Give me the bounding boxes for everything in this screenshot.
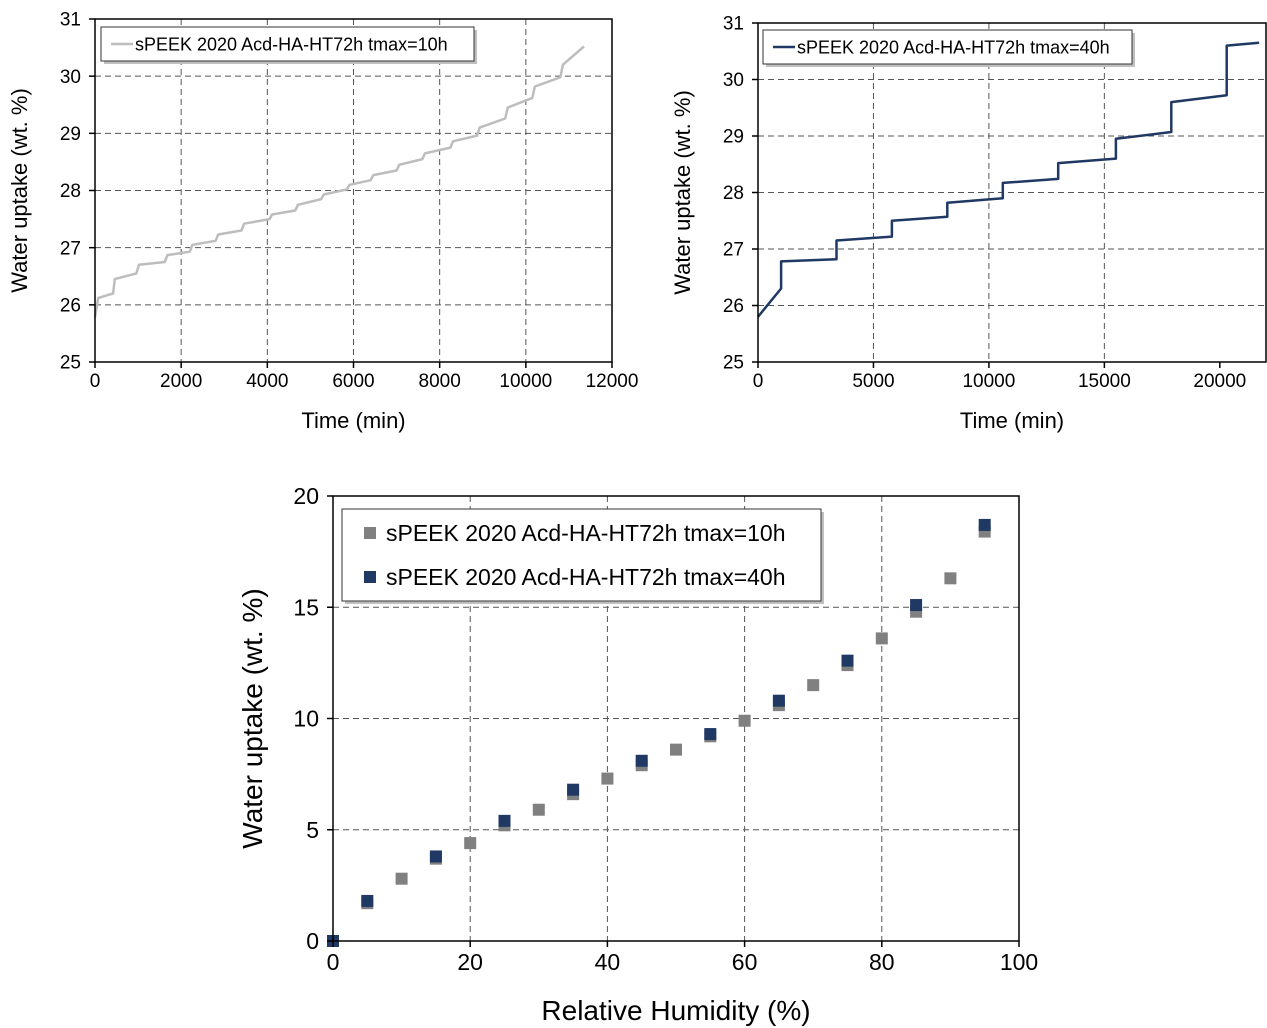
y-tick-label: 29 [60, 124, 81, 145]
x-axis-label: Time (min) [301, 408, 405, 433]
chart-3: 0 20 40 60 80 100 0 5 10 15 20 Relative Humidity (%… [237, 483, 1038, 1026]
y-tick-label: 28 [723, 183, 744, 204]
y-tick-label: 20 [293, 483, 319, 509]
legend-square-symbol [364, 527, 376, 539]
y-tick-label: 28 [60, 181, 81, 202]
data-point [875, 632, 888, 645]
data-point [635, 754, 648, 767]
x-tick-label: 6000 [332, 371, 374, 392]
x-tick-label: 100 [1000, 949, 1038, 975]
y-tick-label: 30 [60, 67, 81, 88]
data-point [464, 837, 477, 850]
x-axis-label: Relative Humidity (%) [541, 995, 810, 1026]
y-tick-label: 26 [723, 296, 744, 317]
x-tick-label: 12000 [586, 371, 639, 392]
series-line-1 [93, 45, 585, 318]
legend: sPEEK 2020 Acd-HA-HT72h tmax=10h sPEEK 20… [341, 508, 824, 604]
legend-label: sPEEK 2020 Acd-HA-HT72h tmax=40h [797, 37, 1110, 57]
legend: sPEEK 2020 Acd-HA-HT72h tmax=10h [100, 26, 477, 64]
x-tick-label: 2000 [160, 371, 202, 392]
x-tick-label: 20 [457, 949, 483, 975]
data-point [532, 803, 545, 816]
legend-label: sPEEK 2020 Acd-HA-HT72h tmax=10h [386, 520, 786, 546]
x-tick-label: 0 [90, 371, 101, 392]
legend: sPEEK 2020 Acd-HA-HT72h tmax=40h [762, 29, 1135, 67]
data-point [841, 654, 854, 667]
y-tick-label: 30 [723, 70, 744, 91]
data-point [567, 783, 580, 796]
y-tick-label: 10 [293, 706, 319, 732]
x-tick-label: 0 [327, 949, 340, 975]
y-tick-label: 5 [306, 817, 319, 843]
legend-label: sPEEK 2020 Acd-HA-HT72h tmax=40h [386, 564, 786, 590]
data-point [601, 772, 614, 785]
y-tick-label: 26 [60, 295, 81, 316]
data-point [429, 850, 442, 863]
data-point [738, 714, 751, 727]
y-tick-label: 29 [723, 127, 744, 148]
data-point [395, 872, 408, 885]
x-tick-label: 4000 [246, 371, 288, 392]
series-line-1 [757, 41, 1260, 318]
y-axis-label: Water uptake (wt. %) [670, 90, 695, 295]
x-tick-label: 80 [869, 949, 895, 975]
y-tick-label: 25 [723, 353, 744, 374]
x-tick-label: 10000 [499, 371, 552, 392]
legend-square-symbol [364, 571, 376, 583]
x-tick-label: 5000 [852, 371, 894, 392]
legend-box [341, 508, 822, 602]
y-tick-label: 25 [60, 353, 81, 374]
x-tick-label: 8000 [419, 371, 461, 392]
y-tick-label: 0 [306, 928, 319, 954]
data-point [978, 518, 991, 531]
x-tick-label: 0 [753, 371, 764, 392]
y-tick-label: 27 [60, 238, 81, 259]
legend-box [762, 29, 1133, 65]
legend-label: sPEEK 2020 Acd-HA-HT72h tmax=10h [135, 34, 448, 54]
data-point [704, 728, 717, 741]
x-tick-label: 20000 [1193, 371, 1246, 392]
data-point [498, 814, 511, 827]
data-point [361, 894, 374, 907]
data-point [807, 679, 820, 692]
chart-2: 0 5000 10000 15000 20000 25 26 27 28 29 30 31 Time (… [670, 14, 1267, 433]
x-tick-label: 15000 [1078, 371, 1131, 392]
data-point [772, 694, 785, 707]
y-axis-label: Water uptake (wt. %) [237, 588, 268, 848]
x-tick-label: 40 [595, 949, 621, 975]
data-point [944, 572, 957, 585]
chart-1: 0 2000 4000 6000 8000 10000 12000 25 26 27 28 29 30 3… [7, 10, 638, 433]
data-point [670, 743, 682, 756]
y-tick-label: 15 [293, 594, 319, 620]
y-tick-label: 31 [60, 10, 81, 31]
x-axis-label: Time (min) [960, 408, 1064, 433]
y-tick-label: 31 [723, 14, 744, 35]
y-tick-label: 27 [723, 240, 744, 261]
legend-box [100, 26, 475, 62]
x-tick-label: 10000 [962, 371, 1015, 392]
y-axis-label: Water uptake (wt. %) [7, 88, 32, 293]
data-point [910, 599, 923, 612]
x-tick-label: 60 [732, 949, 758, 975]
